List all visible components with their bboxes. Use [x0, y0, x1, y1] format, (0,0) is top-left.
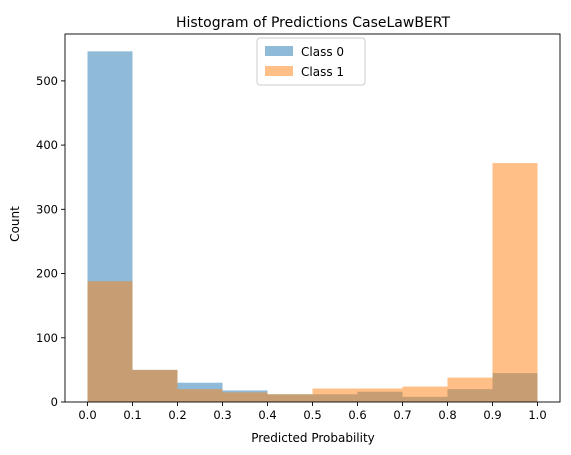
- legend-label-series-1: Class 1: [301, 65, 344, 79]
- legend-label-series-0: Class 0: [301, 45, 344, 59]
- bar-series-1-bin-3: [222, 392, 268, 402]
- y-axis: 0 100 200 300 400 500: [36, 74, 65, 409]
- bar-series-1-bin-5: [312, 388, 358, 402]
- y-tick-label: 0: [51, 395, 58, 409]
- x-tick-label: 0.9: [483, 408, 501, 422]
- x-tick-label: 0.1: [123, 408, 141, 422]
- y-tick-label: 200: [36, 267, 58, 281]
- x-tick-label: 0.8: [438, 408, 456, 422]
- x-tick-label: 0.5: [303, 408, 321, 422]
- legend-swatch-series-1: [265, 66, 293, 76]
- x-axis-label: Predicted Probability: [251, 431, 375, 445]
- bar-series-1-bin-1: [132, 369, 178, 402]
- chart-title: Histogram of Predictions CaseLawBERT: [176, 15, 451, 31]
- x-tick-label: 0.3: [213, 408, 231, 422]
- x-tick-label: 0.2: [168, 408, 186, 422]
- legend: Class 0 Class 1: [256, 37, 366, 86]
- bar-series-1-bin-9: [492, 163, 538, 402]
- bars-group: [87, 51, 538, 403]
- legend-swatch-series-0: [265, 46, 293, 56]
- y-tick-label: 300: [36, 202, 58, 216]
- x-tick-label: 0.7: [393, 408, 411, 422]
- bar-series-1-bin-0: [87, 281, 133, 402]
- y-axis-label: Count: [8, 206, 22, 242]
- y-tick-label: 400: [36, 138, 58, 152]
- bar-series-1-bin-6: [357, 388, 403, 402]
- bar-series-1-bin-7: [402, 386, 448, 402]
- x-tick-label: 0.0: [78, 408, 96, 422]
- bar-series-1-bin-4: [267, 394, 313, 402]
- x-axis: 0.0 0.1 0.2 0.3 0.4 0.5 0.6 0.7 0.8 0.9 1.0: [78, 402, 547, 422]
- x-tick-label: 0.4: [258, 408, 276, 422]
- bar-series-1-bin-2: [177, 389, 223, 402]
- plot-frame: [64, 33, 561, 403]
- x-tick-label: 1.0: [528, 408, 546, 422]
- y-tick-label: 100: [36, 331, 58, 345]
- y-tick-label: 500: [36, 74, 58, 88]
- bar-series-1-bin-8: [447, 377, 493, 402]
- x-tick-label: 0.6: [348, 408, 366, 422]
